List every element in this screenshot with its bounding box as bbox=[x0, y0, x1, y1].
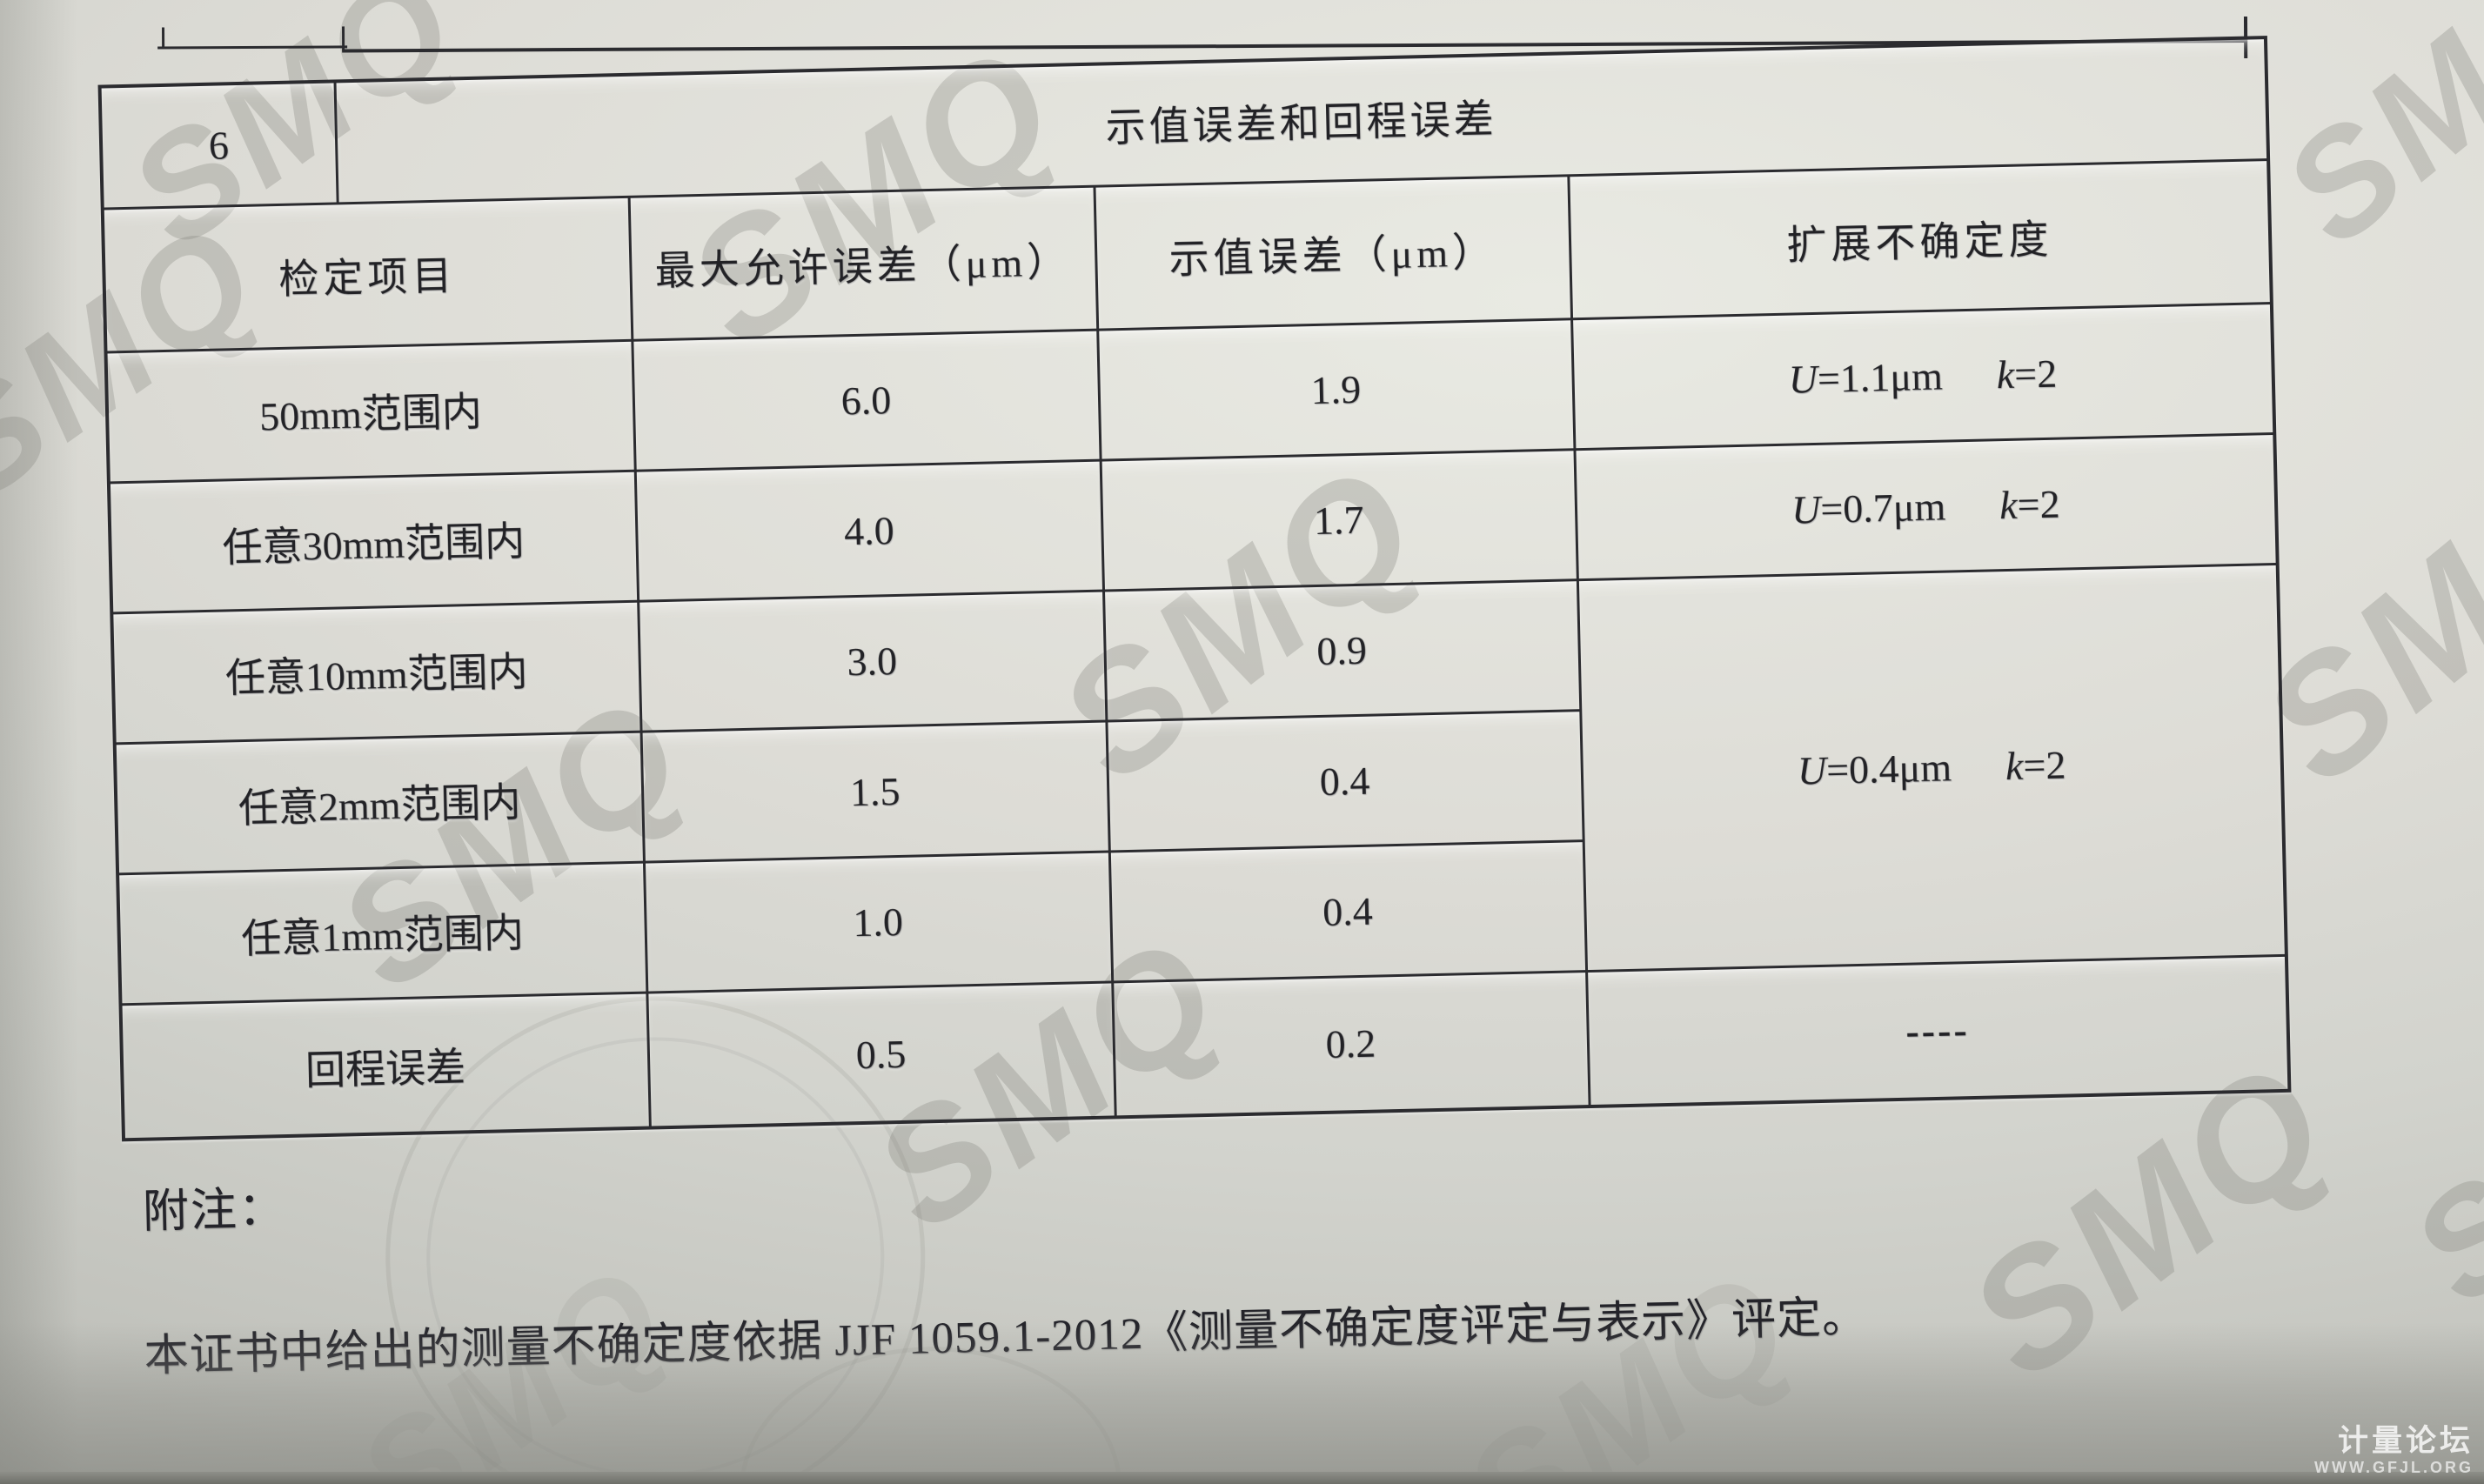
forum-watermark-url: WWW.GFJL.ORG bbox=[2314, 1459, 2474, 1477]
cell-mpe: 6.0 bbox=[632, 329, 1101, 471]
fragment-line bbox=[162, 27, 165, 49]
cell-item: 任意2mm范围内 bbox=[114, 731, 644, 874]
cell-mpe: 0.5 bbox=[646, 981, 1115, 1128]
cell-uncertainty-merged: U=0.4μm k=2 bbox=[1577, 563, 2286, 972]
cell-item: 50mm范围内 bbox=[105, 339, 635, 483]
cell-indication-error: 0.4 bbox=[1108, 840, 1587, 982]
paper-bottom-edge bbox=[0, 1472, 2484, 1484]
cell-uncertainty: U=1.1μm k=2 bbox=[1571, 303, 2275, 450]
desk-shadow bbox=[0, 1322, 2484, 1484]
forum-watermark: 计量论坛 WWW.GFJL.ORG bbox=[2314, 1424, 2474, 1477]
error-table: 6 示值误差和回程误差 检定项目 最大允许误差（μm） 示值误差（μm） 扩展不… bbox=[97, 36, 2292, 1142]
uncertainty-value: U=1.1μm bbox=[1788, 353, 1944, 402]
coverage-factor: k=2 bbox=[2005, 742, 2066, 788]
cell-uncertainty: U=0.7μm k=2 bbox=[1574, 432, 2278, 580]
column-header-indication-error: 示值误差（μm） bbox=[1094, 175, 1572, 330]
cell-mpe: 3.0 bbox=[638, 590, 1107, 732]
cell-mpe: 1.5 bbox=[640, 720, 1109, 862]
cell-indication-error: 1.7 bbox=[1100, 449, 1577, 591]
cell-indication-error: 0.2 bbox=[1112, 971, 1590, 1118]
coverage-factor: k=2 bbox=[1996, 351, 2058, 397]
cell-item: 任意10mm范围内 bbox=[111, 600, 641, 744]
notes-label: 附注： bbox=[142, 1184, 287, 1238]
fragment-line bbox=[342, 26, 345, 51]
cell-indication-error: 0.9 bbox=[1103, 579, 1581, 721]
cell-mpe: 1.0 bbox=[643, 851, 1113, 993]
column-header-item: 检定项目 bbox=[102, 196, 633, 352]
column-header-expanded-uncertainty: 扩展不确定度 bbox=[1568, 159, 2272, 319]
cell-item: 任意30mm范围内 bbox=[108, 470, 639, 613]
cell-mpe: 4.0 bbox=[634, 459, 1104, 601]
smq-watermark: SMQ bbox=[2381, 979, 2484, 1335]
coverage-factor: k=2 bbox=[1999, 481, 2061, 527]
cell-item: 任意1mm范围内 bbox=[117, 861, 647, 1005]
uncertainty-value: U=0.7μm bbox=[1791, 484, 1946, 532]
left-shading bbox=[0, 0, 78, 1484]
cell-uncertainty-none: ---- bbox=[1586, 954, 2290, 1107]
column-header-mpe: 最大允许误差（μm） bbox=[628, 185, 1098, 340]
uncertainty-value: U=0.4μm bbox=[1797, 745, 1952, 793]
cell-indication-error: 1.9 bbox=[1097, 318, 1575, 460]
cell-indication-error: 0.4 bbox=[1106, 710, 1583, 852]
forum-watermark-name: 计量论坛 bbox=[2337, 1424, 2474, 1459]
fragment-line bbox=[157, 45, 348, 50]
section-number: 6 bbox=[99, 81, 338, 209]
cell-item: 回程误差 bbox=[120, 992, 650, 1140]
